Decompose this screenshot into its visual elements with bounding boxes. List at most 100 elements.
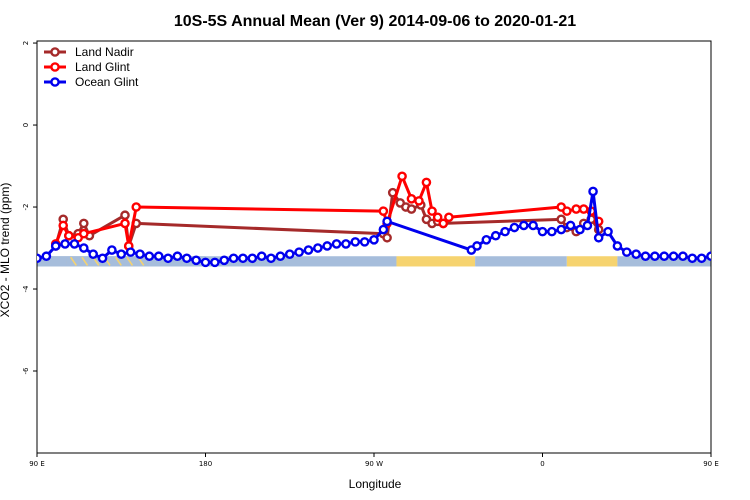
data-point-ocean-glint [303, 245, 314, 255]
data-point-ocean-glint [640, 251, 651, 262]
data-point-ocean-glint [200, 257, 211, 268]
data-point-ocean-glint [37, 253, 42, 264]
data-point-ocean-glint [621, 247, 632, 257]
data-point-land-glint [120, 218, 130, 229]
surface-band-ocean [617, 256, 711, 267]
data-point-ocean-glint [518, 220, 529, 231]
data-point-ocean-glint [359, 237, 370, 247]
series-ocean-glint [37, 186, 711, 268]
surface-band-ocean [475, 256, 567, 267]
data-point-ocean-glint [50, 241, 61, 251]
data-point-ocean-glint [181, 253, 192, 264]
data-point-ocean-glint [490, 230, 501, 241]
data-point-ocean-glint [593, 232, 604, 243]
data-point-land-nadir [382, 232, 392, 243]
data-point-ocean-glint [107, 245, 117, 255]
surface-band-land [566, 256, 618, 267]
surface-band-land-streak [126, 256, 134, 266]
data-point-ocean-glint [678, 251, 688, 262]
data-point-ocean-glint [266, 253, 276, 264]
surface-band-land [396, 256, 476, 267]
data-point-ocean-glint [612, 241, 623, 251]
data-point-ocean-glint [88, 249, 98, 259]
surface-band-ocean [37, 256, 67, 267]
data-point-ocean-glint [556, 224, 567, 235]
data-point-ocean-glint [294, 247, 304, 257]
legend-label: Land Glint [75, 60, 130, 74]
x-tick-label: 90 W [365, 460, 383, 468]
data-point-ocean-glint [382, 216, 392, 227]
x-tick-label: 180 [199, 460, 212, 468]
y-tick-label: -2 [22, 204, 30, 211]
data-point-land-glint [444, 212, 454, 223]
data-point-ocean-glint [687, 253, 698, 264]
data-point-ocean-glint [668, 251, 679, 262]
data-point-ocean-glint [706, 251, 711, 262]
data-point-ocean-glint [41, 251, 52, 262]
surface-band-ocean [149, 256, 206, 267]
data-point-land-glint [131, 202, 142, 212]
data-point-ocean-glint [153, 251, 164, 262]
data-point-ocean-glint [659, 251, 669, 262]
data-point-land-glint [414, 196, 424, 206]
data-point-land-glint [438, 218, 449, 229]
data-point-land-glint [406, 194, 417, 204]
x-tick-label: 90 E [703, 460, 719, 468]
legend-swatch-marker [50, 77, 60, 87]
plot-frame [36, 40, 712, 454]
data-point-land-glint [571, 204, 582, 214]
y-tick-label: -4 [22, 285, 30, 293]
data-point-ocean-glint [172, 251, 183, 262]
y-tick-label: 0 [22, 123, 30, 127]
data-point-ocean-glint [696, 253, 707, 264]
data-point-ocean-glint [69, 239, 80, 249]
data-point-ocean-glint [191, 255, 201, 266]
data-point-ocean-glint [60, 239, 70, 249]
data-point-ocean-glint [603, 226, 613, 237]
data-point-ocean-glint [481, 235, 492, 245]
chart-title: 10S-5S Annual Mean (Ver 9) 2014-09-06 to… [174, 13, 576, 30]
data-point-ocean-glint [565, 220, 576, 231]
data-point-ocean-glint [331, 239, 342, 249]
data-point-land-glint [562, 206, 572, 216]
legend-item: Ocean Glint [44, 75, 139, 89]
data-point-ocean-glint [650, 251, 660, 262]
data-point-ocean-glint [116, 249, 127, 259]
data-point-ocean-glint [125, 247, 136, 257]
data-point-ocean-glint [238, 253, 248, 264]
data-point-ocean-glint [378, 224, 389, 235]
data-point-ocean-glint [219, 255, 230, 266]
data-point-ocean-glint [163, 253, 173, 264]
legend-item: Land Nadir [44, 45, 134, 59]
data-point-land-glint [64, 230, 74, 241]
y-tick-label: 2 [22, 41, 30, 45]
plot-area: 2 0 -2 -4 -6 90 E 180 90 W 0 90 E [22, 40, 719, 468]
legend-swatch-marker [50, 62, 60, 72]
data-point-ocean-glint [472, 241, 482, 251]
surface-band-land-streak [81, 256, 89, 266]
data-point-land-glint [397, 171, 407, 182]
x-tick-label: 0 [540, 460, 544, 468]
data-point-ocean-glint [256, 251, 267, 262]
data-point-ocean-glint [575, 224, 585, 235]
data-point-land-glint [378, 206, 389, 216]
data-point-land-nadir [406, 204, 417, 214]
legend-label: Land Nadir [75, 45, 134, 59]
data-point-ocean-glint [313, 243, 323, 253]
data-point-ocean-glint [528, 220, 538, 231]
data-point-land-glint [421, 177, 432, 188]
data-point-land-glint [427, 206, 437, 216]
data-point-ocean-glint [500, 226, 510, 237]
data-point-land-nadir [556, 214, 567, 225]
data-point-ocean-glint [341, 239, 351, 249]
x-axis-label: Longitude [349, 477, 402, 491]
y-axis-label: XCO2 - MLO trend (ppm) [0, 183, 12, 318]
data-point-ocean-glint [509, 222, 520, 233]
data-point-ocean-glint [144, 251, 155, 262]
data-point-ocean-glint [369, 235, 379, 245]
data-point-ocean-glint [79, 243, 89, 253]
data-point-ocean-glint [582, 220, 593, 231]
data-point-land-glint [432, 212, 443, 223]
